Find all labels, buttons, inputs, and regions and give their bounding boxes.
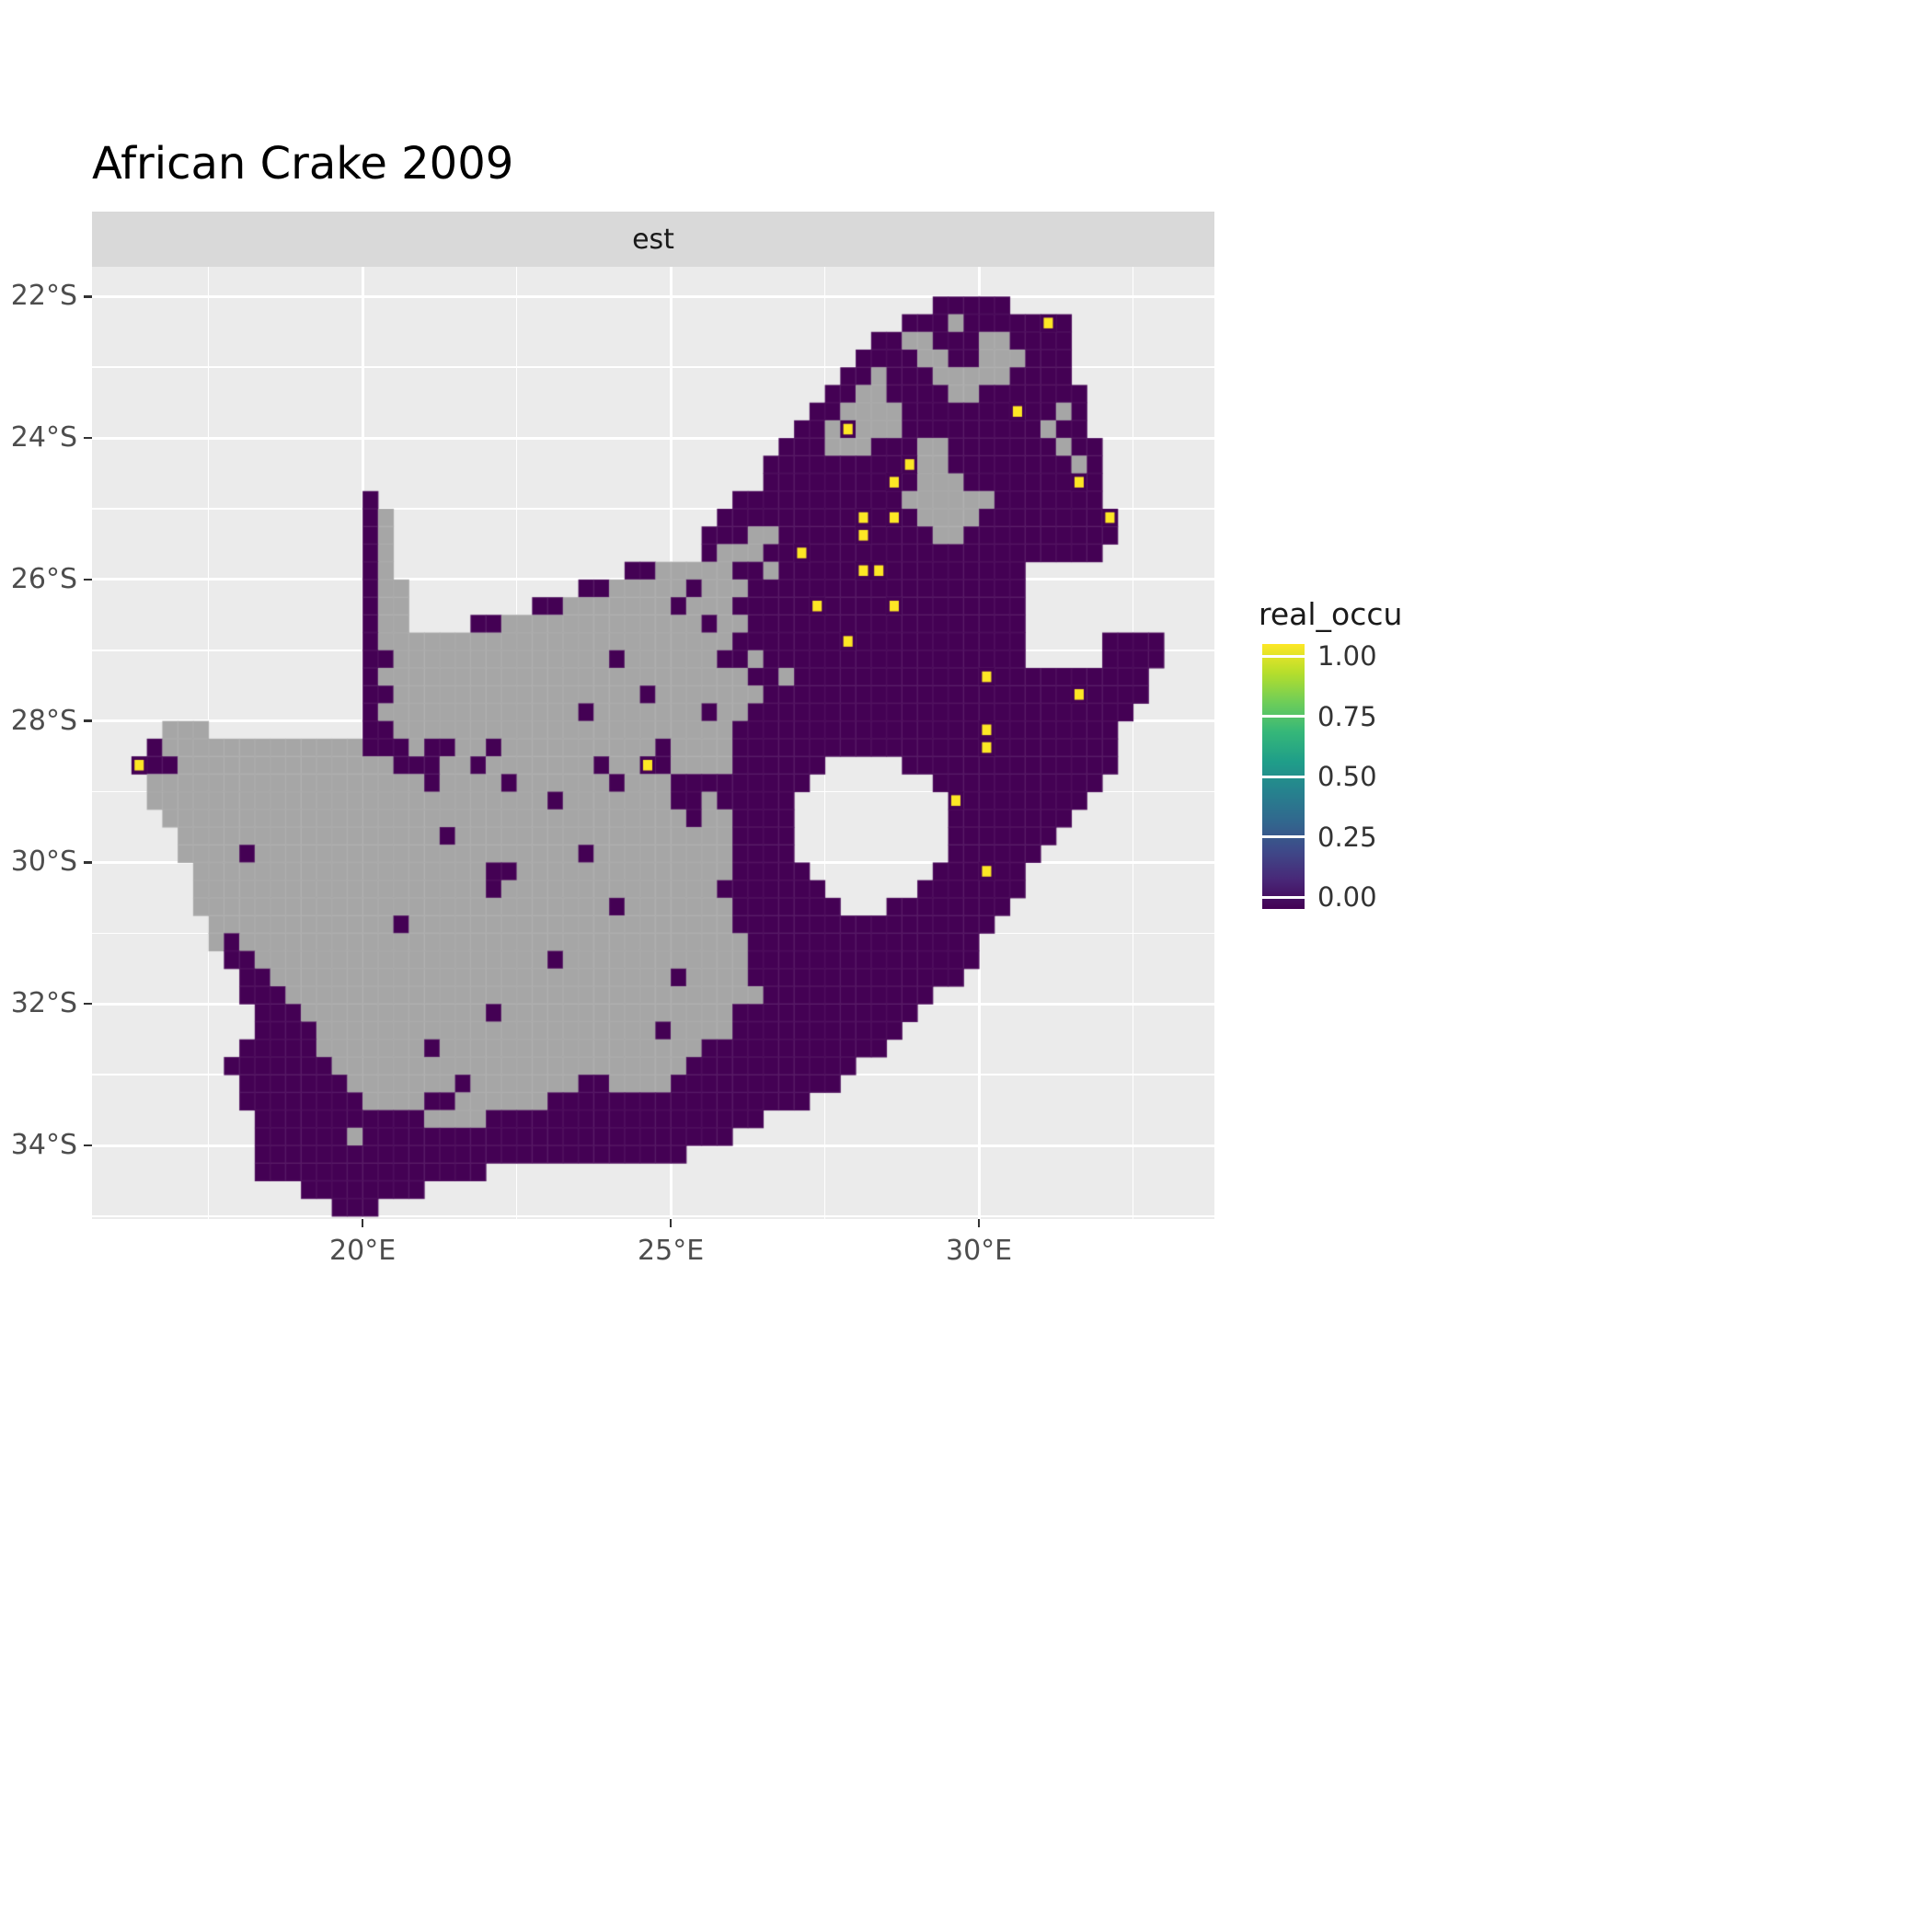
legend-tick-mark [1262,775,1305,778]
y-axis-label: 26°S [10,562,77,595]
y-axis-tick [84,295,92,298]
y-axis-tick [84,1144,92,1147]
y-axis-tick [84,719,92,722]
legend-title: real_occu [1259,596,1403,632]
legend-tick-label: 0.25 [1317,821,1377,853]
x-axis-tick [361,1219,364,1227]
plot-title: African Crake 2009 [92,138,514,190]
y-axis-label: 24°S [10,421,77,454]
x-axis-tick [977,1219,981,1227]
facet-strip: est [92,212,1214,267]
y-axis-tick [84,436,92,440]
legend-tick-label: 0.75 [1317,700,1377,732]
x-axis-label: 20°E [329,1235,397,1267]
x-axis-label: 30°E [945,1235,1013,1267]
x-axis-label: 25°E [638,1235,705,1267]
plot-panel [92,267,1214,1219]
legend-tick-mark [1262,835,1305,838]
legend-tick-mark [1262,715,1305,718]
y-axis-label: 22°S [10,280,77,313]
x-axis-tick [669,1219,673,1227]
y-axis-label: 30°S [10,845,77,879]
y-axis-label: 34°S [10,1129,77,1162]
legend-tick-label: 0.50 [1317,761,1377,792]
y-axis-tick [84,578,92,581]
y-axis-label: 28°S [10,704,77,737]
y-axis-tick [84,1002,92,1006]
legend-tick-label: 1.00 [1317,640,1377,672]
y-axis-label: 32°S [10,987,77,1020]
legend-tick-mark [1262,654,1305,658]
y-axis-tick [84,861,92,864]
facet-label: est [632,223,674,256]
legend-tick-label: 0.00 [1317,881,1377,913]
map-raster [92,267,1214,1219]
legend-tick-mark [1262,895,1305,899]
